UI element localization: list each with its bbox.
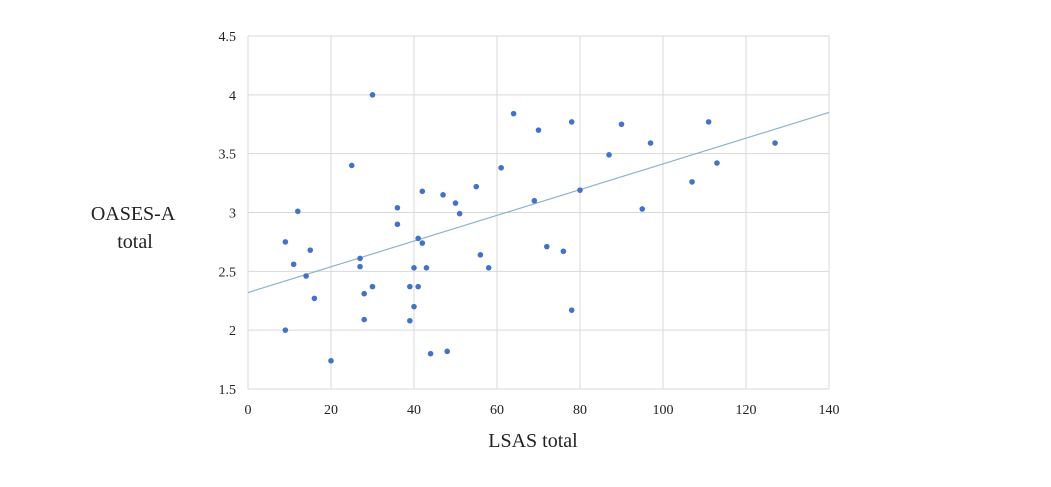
data-point: [606, 152, 612, 158]
x-tick-label: 80: [573, 403, 587, 418]
y-tick-label: 2: [229, 324, 236, 339]
data-point: [498, 164, 504, 171]
data-point: [357, 263, 363, 270]
data-point: [452, 200, 459, 206]
data-point: [407, 317, 413, 324]
data-point: [577, 187, 583, 193]
data-point: [361, 290, 368, 297]
data-point: [456, 210, 463, 217]
data-point: [427, 350, 434, 357]
data-point: [618, 121, 625, 128]
y-tick-label: 3.5: [219, 148, 237, 163]
plot-area: [247, 35, 830, 390]
data-point: [444, 348, 451, 355]
x-tick-labels: 0 20 40 60 80 100 120 140: [245, 403, 840, 418]
data-point: [423, 265, 430, 271]
data-point: [394, 221, 401, 228]
data-point: [369, 92, 376, 98]
data-point: [473, 183, 480, 190]
data-points: [282, 92, 778, 364]
data-point: [477, 252, 484, 258]
x-tick-label: 20: [324, 403, 338, 418]
data-point: [394, 204, 401, 211]
data-point: [419, 188, 426, 195]
linear-trendline: [247, 111, 830, 294]
data-point: [369, 283, 376, 290]
data-point: [647, 140, 654, 146]
data-point: [544, 243, 550, 250]
data-point: [411, 303, 417, 310]
data-point: [303, 273, 309, 279]
data-point: [282, 239, 289, 245]
x-gridlines: [247, 36, 830, 389]
data-point: [689, 179, 695, 185]
y-tick-label: 4: [229, 89, 236, 104]
data-point: [357, 255, 363, 262]
x-axis-title: LSAS total: [488, 430, 578, 452]
data-point: [407, 283, 413, 290]
data-point: [535, 127, 542, 133]
data-point: [714, 160, 720, 166]
y-tick-label: 1.5: [219, 383, 237, 398]
y-tick-label: 4.5: [219, 30, 237, 45]
y-axis-title-line-1: OASES-A: [91, 203, 176, 225]
data-point: [485, 265, 492, 271]
y-tick-labels: 1.5 2 2.5 3 3.5 4 4.5: [219, 30, 237, 398]
data-point: [290, 261, 297, 268]
data-point: [568, 119, 575, 125]
data-point: [415, 283, 421, 290]
data-point: [328, 357, 334, 364]
x-tick-label: 0: [245, 403, 252, 418]
x-tick-label: 100: [653, 403, 674, 418]
data-point: [361, 316, 368, 323]
y-tick-label: 2.5: [219, 265, 237, 280]
data-point: [411, 265, 417, 271]
y-gridlines: [248, 35, 829, 390]
data-point: [705, 119, 712, 125]
data-point: [639, 206, 646, 212]
data-point: [415, 235, 421, 242]
data-point: [531, 197, 538, 204]
data-point: [282, 327, 289, 333]
data-point: [440, 192, 446, 198]
data-point: [419, 240, 426, 246]
y-axis-title-line-2: total: [117, 231, 153, 253]
x-tick-label: 140: [819, 403, 840, 418]
data-point: [311, 295, 318, 302]
y-axis-title: OASES-A total: [91, 203, 179, 253]
data-point: [772, 140, 778, 146]
data-point: [295, 208, 301, 215]
data-point: [307, 247, 314, 253]
x-tick-label: 40: [407, 403, 421, 418]
x-tick-label: 120: [736, 403, 757, 418]
data-point: [568, 307, 575, 313]
x-tick-label: 60: [490, 403, 504, 418]
y-tick-label: 3: [229, 207, 236, 222]
data-point: [510, 110, 517, 117]
data-point: [560, 248, 567, 255]
data-point: [348, 162, 355, 169]
